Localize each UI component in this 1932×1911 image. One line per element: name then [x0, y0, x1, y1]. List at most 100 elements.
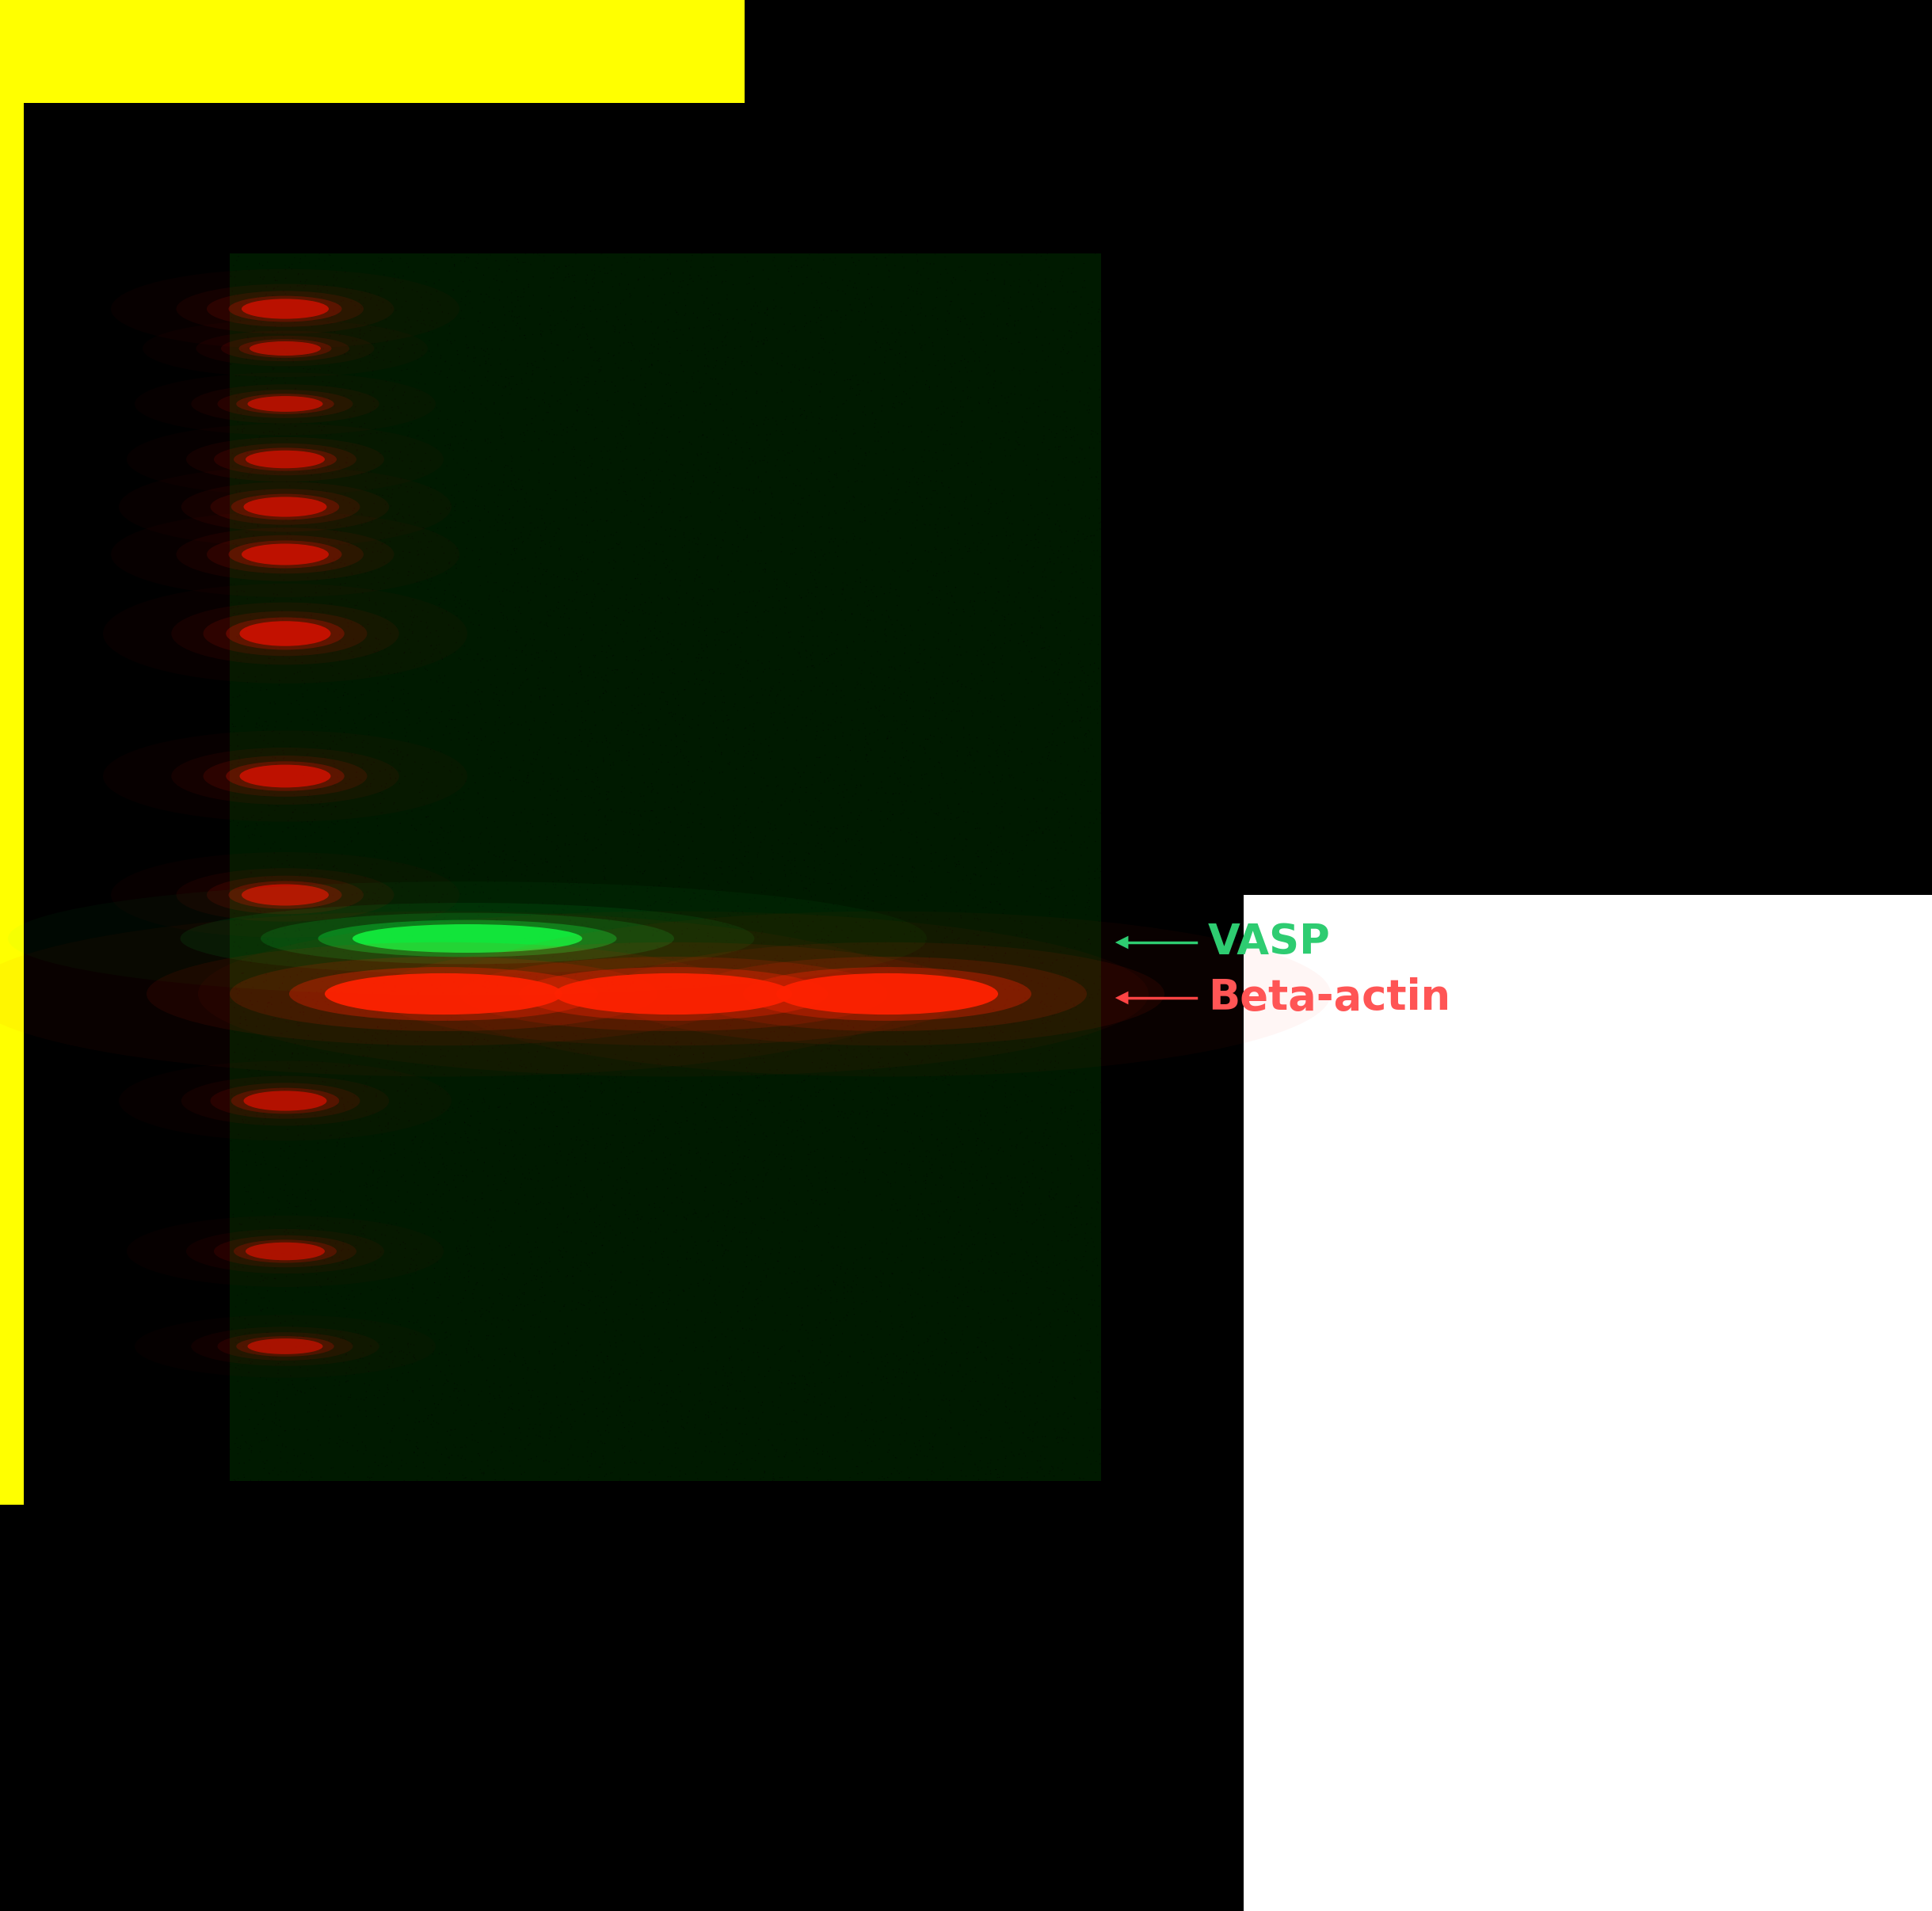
Point — [386, 1051, 417, 1082]
Point — [877, 1257, 908, 1288]
Point — [251, 1275, 282, 1305]
Point — [898, 1345, 929, 1376]
Point — [371, 1288, 402, 1319]
Point — [328, 1091, 359, 1122]
Point — [1059, 594, 1090, 625]
Point — [690, 1435, 721, 1466]
Point — [779, 1127, 810, 1158]
Point — [866, 1194, 896, 1225]
Point — [1045, 1061, 1076, 1091]
Point — [439, 810, 469, 841]
Point — [838, 1034, 869, 1064]
Point — [724, 1437, 755, 1468]
Point — [887, 390, 918, 420]
Point — [922, 443, 952, 474]
Point — [504, 321, 535, 352]
Point — [769, 1441, 800, 1471]
Point — [802, 464, 833, 495]
Point — [214, 550, 245, 581]
Point — [873, 254, 904, 285]
Point — [684, 367, 715, 397]
Point — [703, 881, 734, 912]
Point — [323, 984, 354, 1015]
Point — [645, 1024, 676, 1055]
Point — [398, 1342, 429, 1372]
Point — [703, 1374, 734, 1405]
Point — [1028, 741, 1059, 772]
Point — [852, 793, 883, 824]
Point — [912, 1158, 943, 1189]
Point — [471, 965, 502, 996]
Point — [572, 367, 603, 397]
Point — [869, 1099, 900, 1129]
Point — [543, 1412, 574, 1443]
Point — [945, 988, 976, 1019]
Point — [531, 569, 562, 600]
Point — [958, 898, 989, 929]
Point — [931, 856, 962, 887]
Point — [918, 1458, 949, 1489]
Point — [469, 348, 500, 378]
Point — [715, 394, 746, 424]
Point — [686, 432, 717, 462]
Point — [328, 306, 359, 336]
Point — [450, 493, 481, 524]
Point — [819, 826, 850, 856]
Point — [995, 902, 1026, 933]
Point — [875, 761, 906, 791]
Point — [334, 948, 365, 978]
Point — [1014, 459, 1045, 489]
Point — [216, 1145, 247, 1175]
Point — [983, 812, 1014, 843]
Point — [746, 1280, 777, 1311]
Point — [448, 1089, 479, 1120]
Point — [332, 417, 363, 447]
Point — [852, 866, 883, 896]
Point — [415, 963, 446, 994]
Point — [837, 1022, 867, 1053]
Point — [410, 539, 440, 569]
Point — [415, 617, 446, 648]
Point — [566, 1030, 597, 1061]
Point — [686, 629, 717, 659]
Point — [413, 1127, 444, 1158]
Point — [570, 428, 601, 459]
Point — [481, 506, 512, 537]
Point — [450, 1445, 481, 1475]
Point — [922, 1064, 952, 1095]
Point — [827, 1336, 858, 1366]
Point — [553, 1326, 583, 1357]
Point — [889, 1405, 920, 1435]
Point — [808, 707, 838, 738]
Point — [763, 959, 794, 990]
Point — [276, 254, 307, 285]
Point — [1014, 577, 1045, 608]
Point — [226, 1420, 257, 1450]
Point — [639, 1116, 670, 1147]
Point — [431, 711, 462, 741]
Point — [497, 277, 527, 308]
Point — [388, 862, 419, 892]
Point — [386, 501, 417, 531]
Point — [259, 743, 290, 774]
Point — [460, 998, 491, 1028]
Point — [249, 967, 280, 998]
Point — [609, 327, 639, 357]
Point — [469, 1007, 500, 1038]
Point — [1059, 1263, 1090, 1294]
Point — [653, 971, 684, 1001]
Point — [294, 913, 325, 944]
Point — [454, 333, 485, 363]
Point — [707, 1223, 738, 1254]
Point — [632, 873, 663, 904]
Point — [564, 1204, 595, 1235]
Point — [214, 350, 245, 380]
Point — [1084, 654, 1115, 684]
Point — [328, 548, 359, 579]
Point — [883, 1038, 914, 1068]
Point — [703, 369, 734, 399]
Point — [628, 1047, 659, 1078]
Point — [541, 1110, 572, 1141]
Point — [311, 1057, 342, 1087]
Point — [1043, 1076, 1074, 1106]
